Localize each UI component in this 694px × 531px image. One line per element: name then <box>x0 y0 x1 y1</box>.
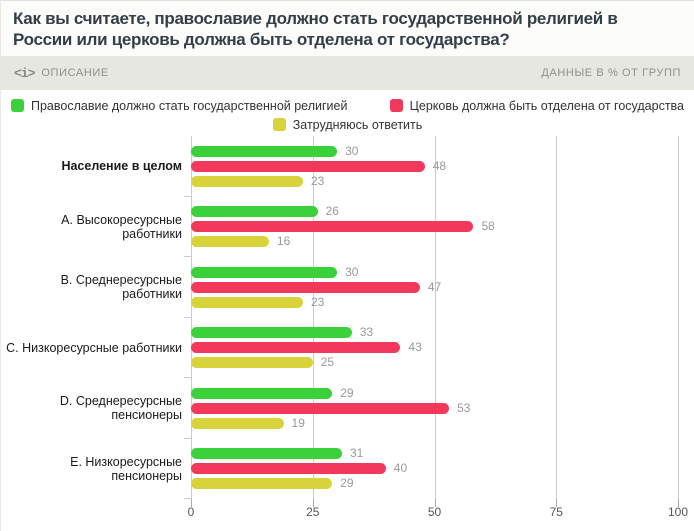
bar-value-label: 30 <box>345 264 359 279</box>
bar-value-label: 30 <box>345 143 359 158</box>
category-label: Население в целом <box>61 159 182 174</box>
bar-value-label: 31 <box>349 446 364 461</box>
legend-item-state-religion[interactable]: Православие должно стать государственной… <box>11 99 347 113</box>
bar-value-label: 23 <box>311 294 325 309</box>
bar-segment[interactable] <box>191 266 338 278</box>
bar-segment[interactable] <box>191 327 352 339</box>
chart-group-row: D. Среднересурсные пенсионеры 29 53 19 <box>1 378 694 439</box>
bar-group: 29 53 19 <box>191 378 678 439</box>
category-label: A. Высокоресурсные работники <box>61 212 182 241</box>
category-label: E. Низкоресурсные пенсионеры <box>70 454 182 483</box>
category-label: D. Среднересурсные пенсионеры <box>59 394 182 423</box>
bar-value-label: 58 <box>481 219 495 234</box>
bar-segment[interactable] <box>191 281 420 293</box>
chart-group-row: C. Низкоресурсные работники 33 43 25 <box>1 318 694 379</box>
bar-group: 26 58 16 <box>191 197 678 258</box>
bar-value-label: 33 <box>359 325 374 340</box>
category-label: C. Низкоресурсные работники <box>6 340 182 355</box>
legend-swatch-yellow <box>272 118 286 131</box>
bar-value-label: 40 <box>393 461 408 476</box>
legend-label: Церковь должна быть отделена от государс… <box>409 98 684 113</box>
bar-value-label: 25 <box>320 355 335 370</box>
x-axis-tick-label: 100 <box>667 505 689 519</box>
bar-segment[interactable] <box>191 448 342 460</box>
bar-value-label: 23 <box>311 173 325 188</box>
bar-value-label: 19 <box>291 415 305 430</box>
bar-group: 33 43 25 <box>191 318 678 379</box>
bar-segment[interactable] <box>191 357 313 369</box>
bar-segment[interactable] <box>191 236 269 248</box>
page-title: Как вы считаете, православие должно стат… <box>13 9 618 49</box>
chart-group-row: B. Среднересурсные работники 30 47 23 <box>1 257 694 318</box>
legend-swatch-green <box>11 99 24 112</box>
x-axis: 0 25 50 75 100 <box>187 499 688 519</box>
bar-segment[interactable] <box>191 145 338 157</box>
x-axis-tick-label: 0 <box>187 505 195 519</box>
legend-swatch-red <box>389 99 403 112</box>
bar-value-label: 29 <box>340 476 354 491</box>
bar-chart: Население в целом 30 48 23 A. Высокоресурсны… <box>1 136 694 531</box>
bar-segment[interactable] <box>191 175 303 187</box>
x-axis-tick-label: 25 <box>306 505 320 519</box>
chart-group-row: A. Высокоресурсные работники 26 58 16 <box>1 197 694 258</box>
bar-segment[interactable] <box>191 463 386 475</box>
bar-value-label: 53 <box>457 400 471 415</box>
x-axis-tick-label: 50 <box>427 505 442 519</box>
bar-group: 30 47 23 <box>191 257 678 318</box>
bar-group: 31 40 29 <box>191 439 678 500</box>
bar-segment[interactable] <box>191 402 450 414</box>
bar-value-label: 48 <box>432 158 447 173</box>
bar-segment[interactable] <box>191 221 474 233</box>
legend-item-separated-church[interactable]: Церковь должна быть отделена от государс… <box>389 98 684 113</box>
category-label: B. Среднересурсные работники <box>60 273 182 302</box>
bar-value-label: 43 <box>408 340 422 355</box>
description-toggle[interactable]: <i> ОПИСАНИЕ <box>14 66 109 81</box>
bar-segment[interactable] <box>191 206 318 218</box>
toolbar: <i> ОПИСАНИЕ ДАННЫЕ В % ОТ ГРУПП <box>1 56 694 90</box>
data-mode-label: ДАННЫЕ В % ОТ ГРУПП <box>541 67 681 79</box>
bar-segment[interactable] <box>191 342 401 354</box>
bar-value-label: 16 <box>276 234 291 249</box>
description-label: ОПИСАНИЕ <box>41 67 109 79</box>
legend-label: Православие должно стать государственной… <box>31 98 348 113</box>
bar-segment[interactable] <box>191 417 284 429</box>
chart-legend: Православие должно стать государственной… <box>1 90 694 136</box>
bar-segment[interactable] <box>191 160 425 172</box>
bar-value-label: 26 <box>325 204 339 219</box>
code-icon: <i> <box>14 65 35 81</box>
legend-item-hard-to-answer[interactable]: Затрудняюсь ответить <box>272 117 423 132</box>
bar-segment[interactable] <box>191 478 333 490</box>
bar-value-label: 47 <box>427 279 442 294</box>
bar-value-label: 29 <box>340 385 354 400</box>
x-axis-tick-label: 75 <box>549 505 563 519</box>
bar-group: 30 48 23 <box>191 136 678 197</box>
chart-group-row: Население в целом 30 48 23 <box>1 136 694 197</box>
bar-segment[interactable] <box>191 296 303 308</box>
legend-label: Затрудняюсь ответить <box>292 117 423 132</box>
chart-group-row: E. Низкоресурсные пенсионеры 31 40 29 <box>1 439 694 500</box>
bar-segment[interactable] <box>191 387 333 399</box>
